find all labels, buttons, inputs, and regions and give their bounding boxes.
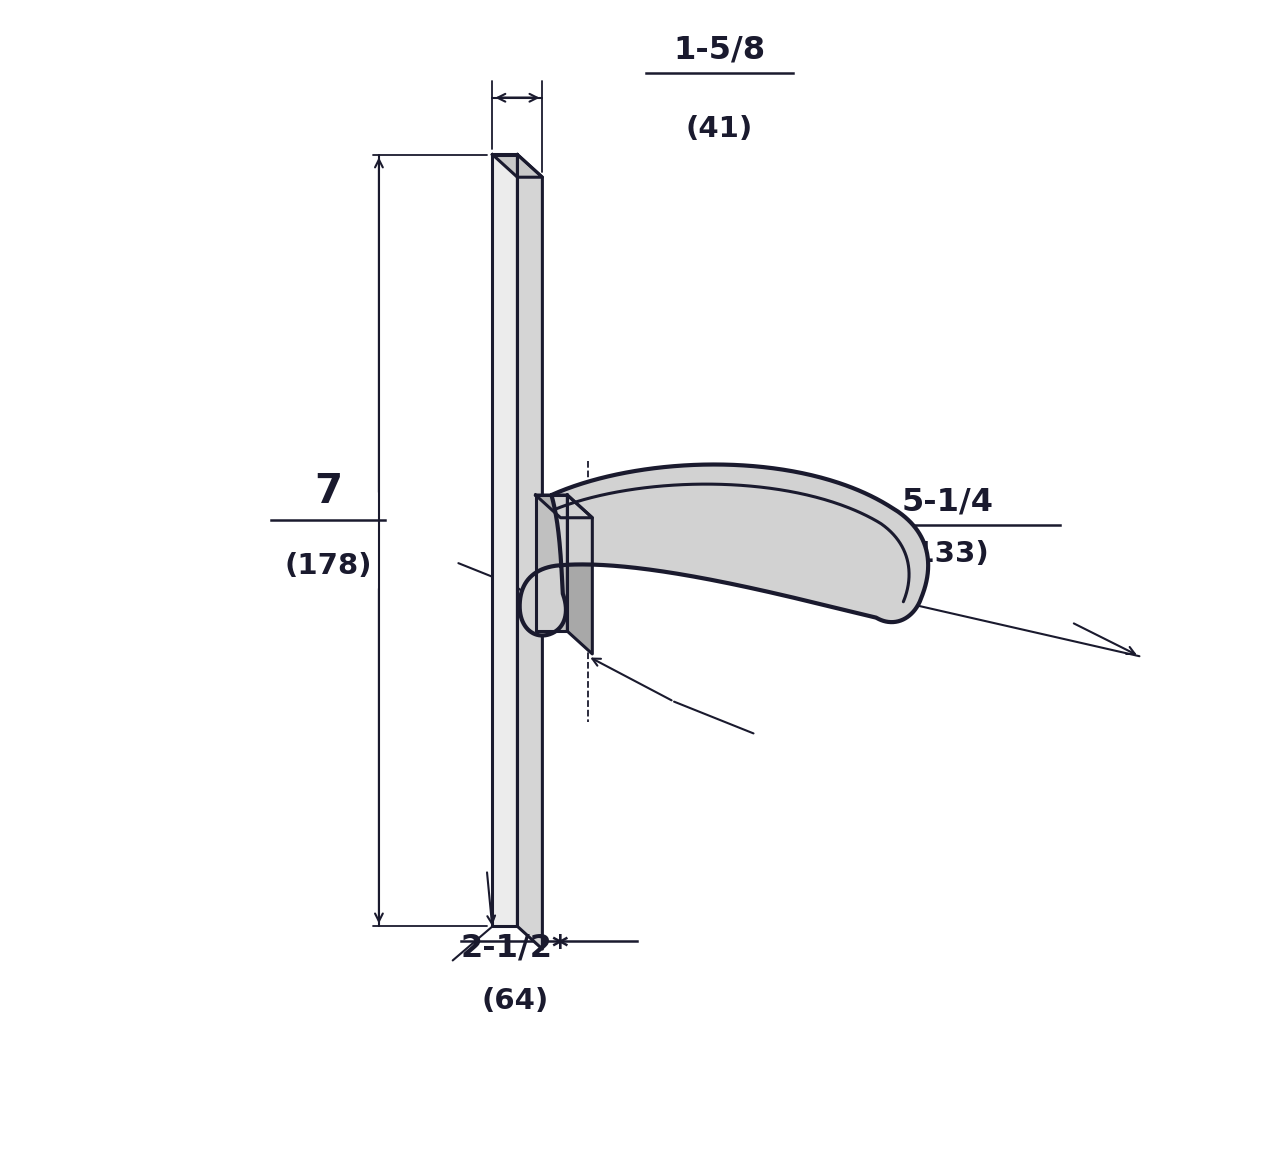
Text: (178): (178) (284, 552, 371, 580)
Text: (41): (41) (686, 115, 753, 142)
Polygon shape (493, 154, 517, 926)
Text: 2-1/2*: 2-1/2* (461, 932, 570, 963)
Polygon shape (535, 495, 567, 631)
Text: 1-5/8: 1-5/8 (673, 34, 765, 65)
Text: (133): (133) (901, 540, 989, 569)
Polygon shape (567, 495, 593, 654)
Polygon shape (520, 464, 928, 635)
Polygon shape (517, 154, 543, 949)
Text: 7: 7 (314, 472, 342, 512)
Polygon shape (493, 154, 543, 177)
Text: (64): (64) (481, 987, 548, 1015)
Text: 5-1/4: 5-1/4 (901, 487, 993, 518)
Polygon shape (535, 495, 593, 518)
